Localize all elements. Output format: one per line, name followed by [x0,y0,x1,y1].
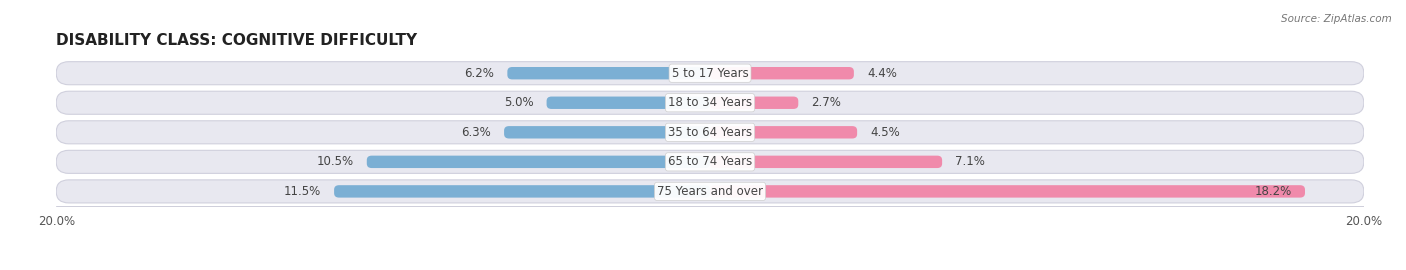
Text: 65 to 74 Years: 65 to 74 Years [668,155,752,168]
Text: 35 to 64 Years: 35 to 64 Years [668,126,752,139]
Text: DISABILITY CLASS: COGNITIVE DIFFICULTY: DISABILITY CLASS: COGNITIVE DIFFICULTY [56,33,418,48]
FancyBboxPatch shape [710,126,858,139]
Text: 75 Years and over: 75 Years and over [657,185,763,198]
FancyBboxPatch shape [547,97,710,109]
FancyBboxPatch shape [56,121,1364,144]
FancyBboxPatch shape [710,185,1305,198]
Text: 2.7%: 2.7% [811,96,841,109]
Text: 18.2%: 18.2% [1254,185,1292,198]
Text: 6.3%: 6.3% [461,126,491,139]
FancyBboxPatch shape [56,150,1364,173]
Text: 7.1%: 7.1% [955,155,986,168]
Legend: Male, Female: Male, Female [647,268,773,270]
Text: 11.5%: 11.5% [284,185,321,198]
FancyBboxPatch shape [56,180,1364,203]
FancyBboxPatch shape [367,156,710,168]
FancyBboxPatch shape [710,156,942,168]
Text: 18 to 34 Years: 18 to 34 Years [668,96,752,109]
Text: 5 to 17 Years: 5 to 17 Years [672,67,748,80]
FancyBboxPatch shape [505,126,710,139]
Text: 4.4%: 4.4% [868,67,897,80]
FancyBboxPatch shape [56,91,1364,114]
FancyBboxPatch shape [710,97,799,109]
Text: 4.5%: 4.5% [870,126,900,139]
Text: 10.5%: 10.5% [316,155,354,168]
Text: Source: ZipAtlas.com: Source: ZipAtlas.com [1281,14,1392,23]
FancyBboxPatch shape [56,62,1364,85]
FancyBboxPatch shape [508,67,710,79]
FancyBboxPatch shape [710,67,853,79]
Text: 5.0%: 5.0% [503,96,533,109]
Text: 6.2%: 6.2% [464,67,495,80]
FancyBboxPatch shape [335,185,710,198]
